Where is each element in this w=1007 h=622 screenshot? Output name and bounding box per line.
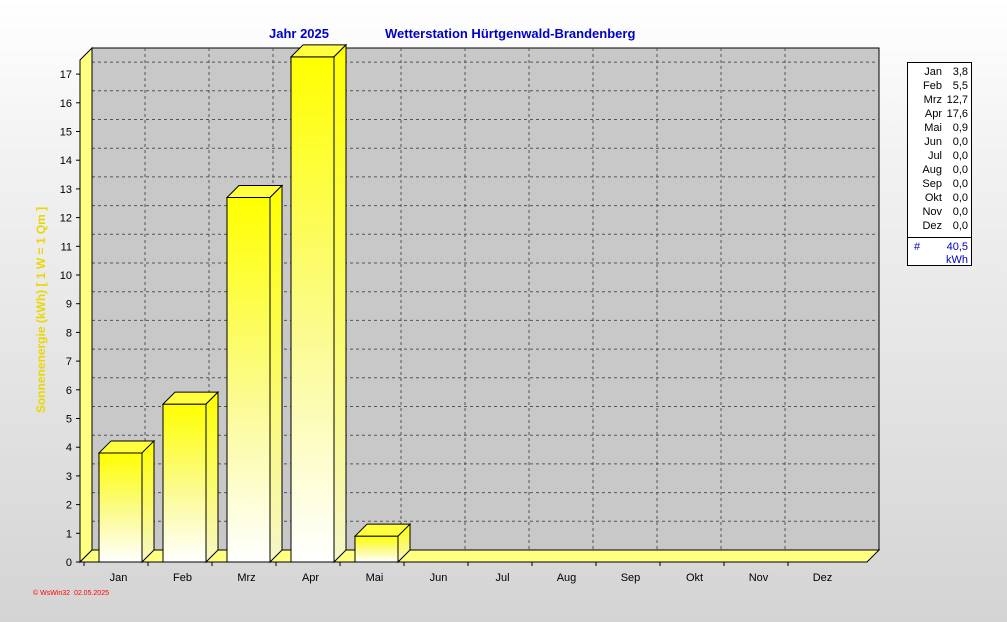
- legend-value: 0,0: [952, 150, 968, 162]
- bar-side-Apr: [333, 43, 347, 564]
- legend-row-Jun: Jun 0,0: [908, 135, 971, 149]
- bar-Mai: [353, 522, 412, 564]
- x-tick-label-Sep: Sep: [621, 572, 641, 584]
- legend-value: 12,7: [946, 94, 968, 106]
- legend-value: 0,0: [952, 164, 968, 176]
- legend-value: 17,6: [946, 108, 968, 120]
- legend-month: Mai: [924, 122, 942, 134]
- bar-front-Mrz: [226, 197, 271, 563]
- y-tick-label-2: 2: [66, 500, 72, 512]
- bar-Feb: [161, 390, 220, 564]
- y-tick-label-1: 1: [66, 528, 72, 540]
- y-tick-label-11: 11: [61, 241, 72, 253]
- legend-separator: [908, 237, 971, 238]
- y-tick-label-0: 0: [66, 557, 72, 569]
- y-tick-label-16: 16: [60, 98, 72, 110]
- legend-month: Jul: [927, 150, 942, 162]
- legend-total-unit: kWh: [946, 254, 968, 266]
- legend-month: Dez: [922, 220, 942, 232]
- y-tick-label-8: 8: [66, 327, 72, 339]
- legend-total-symbol: #: [914, 241, 921, 253]
- legend-month: Aug: [922, 164, 942, 176]
- legend-row-Jan: Jan 3,8: [908, 65, 971, 79]
- y-tick-label-13: 13: [60, 184, 72, 196]
- legend-row-Okt: Okt 0,0: [908, 191, 971, 205]
- legend-month: Apr: [924, 108, 942, 120]
- y-tick-label-6: 6: [66, 385, 72, 397]
- legend-value: 5,5: [952, 80, 968, 92]
- bar-front-Mai: [354, 535, 399, 563]
- x-tick-label-Dez: Dez: [813, 572, 833, 584]
- legend-value: 0,0: [952, 192, 968, 204]
- x-tick-label-Aug: Aug: [557, 572, 577, 584]
- y-tick-label-17: 17: [60, 69, 72, 81]
- chart-title-year: Jahr 2025: [269, 26, 329, 41]
- legend-month: Okt: [924, 192, 942, 204]
- chart-title-station: Wetterstation Hürtgenwald-Brandenberg: [385, 26, 636, 41]
- x-tick-label-Feb: Feb: [173, 572, 192, 584]
- footer-copyright: © WsWin32 02.05.2025: [33, 590, 109, 597]
- legend-month: Jan: [924, 66, 942, 78]
- x-tick-label-Jan: Jan: [110, 572, 128, 584]
- legend-row-Sep: Sep 0,0: [908, 177, 971, 191]
- legend-row-Feb: Feb 5,5: [908, 79, 971, 93]
- y-tick-label-15: 15: [60, 127, 72, 139]
- legend-value: 0,0: [952, 220, 968, 232]
- plot-back-wall: [91, 47, 880, 551]
- legend-total-value: 40,5: [946, 241, 968, 253]
- legend-value: 0,0: [952, 178, 968, 190]
- bar-Mrz: [225, 184, 284, 564]
- y-axis-label: Sonnenenergie (kWh) [ 1 W = 1 Qm ]: [34, 207, 48, 413]
- grid-lines: [79, 48, 879, 550]
- legend-value: 0,9: [952, 122, 968, 134]
- bar-front-Jan: [98, 452, 143, 563]
- x-tick-label-Apr: Apr: [302, 572, 319, 584]
- x-tick-label-Jun: Jun: [430, 572, 448, 584]
- bar-Apr: [289, 43, 348, 564]
- bars: [97, 43, 412, 564]
- y-tick-label-14: 14: [60, 155, 72, 167]
- y-tick-label-4: 4: [66, 442, 72, 454]
- legend-value: 0,0: [952, 136, 968, 148]
- legend-row-Mrz: Mrz 12,7: [908, 93, 971, 107]
- bar-front-Apr: [290, 56, 335, 563]
- bar-side-Feb: [205, 390, 219, 564]
- x-tick-label-Jul: Jul: [495, 572, 509, 584]
- plot-floor: [78, 549, 881, 563]
- x-axis: Jan Feb Mrz Apr Mai Jun Jul Aug Sep Okt Nov Dez: [83, 562, 833, 584]
- bar-side-Mrz: [269, 184, 283, 564]
- legend-row-Mai: Mai 0,9: [908, 121, 971, 135]
- legend-value: 3,8: [952, 66, 968, 78]
- legend-value: 0,0: [952, 206, 968, 218]
- y-tick-label-3: 3: [66, 471, 72, 483]
- y-tick-label-12: 12: [60, 213, 72, 225]
- x-tick-label-Mai: Mai: [366, 572, 384, 584]
- bar-front-Feb: [162, 403, 207, 563]
- legend-month: Sep: [922, 178, 942, 190]
- y-tick-label-7: 7: [66, 356, 72, 368]
- legend-row-Aug: Aug 0,0: [908, 163, 971, 177]
- y-tick-label-9: 9: [66, 299, 72, 311]
- legend-row-Nov: Nov 0,0: [908, 205, 971, 219]
- x-tick-label-Nov: Nov: [749, 572, 769, 584]
- legend-row-Apr: Apr 17,6: [908, 107, 971, 121]
- bar-Jan: [97, 439, 156, 564]
- legend-month: Jun: [924, 136, 942, 148]
- bar-side-Mai: [397, 522, 411, 564]
- legend-row-Dez: Dez 0,0: [908, 219, 971, 233]
- x-tick-label-Okt: Okt: [686, 572, 703, 584]
- legend-month: Nov: [922, 206, 942, 218]
- y-tick-label-10: 10: [60, 270, 72, 282]
- plot-left-wall: [79, 46, 93, 564]
- legend-month: Mrz: [923, 94, 942, 106]
- legend-row-Jul: Jul 0,0: [908, 149, 971, 163]
- x-tick-label-Mrz: Mrz: [237, 572, 255, 584]
- bar-side-Jan: [141, 439, 155, 564]
- y-tick-label-5: 5: [66, 414, 72, 426]
- legend-box: Jan 3,8 Feb 5,5 Mrz 12,7 Apr 17,6 Mai 0,9 Jun 0,0 Ju…: [907, 62, 972, 266]
- legend-month: Feb: [923, 80, 942, 92]
